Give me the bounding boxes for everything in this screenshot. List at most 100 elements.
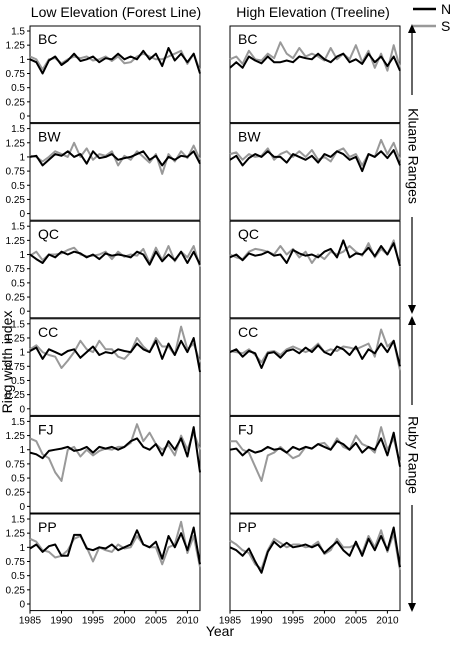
y-tick-label: 0.25 (6, 293, 26, 304)
legend: N S (413, 1, 451, 34)
y-tick-label: 0.75 (6, 557, 26, 568)
x-tick-label: 2000 (113, 616, 136, 627)
series-n-bw-low (29, 150, 201, 167)
panel-frame-qc-high (229, 220, 401, 319)
range-label-kluane: Kluane Ranges (405, 108, 421, 204)
y-axis-label: Ring width index (0, 311, 15, 414)
y-tick-label: 1.5 (11, 124, 25, 135)
legend-label-n: N (441, 1, 451, 17)
series-n-cc-high (229, 339, 401, 369)
series-s-fj-high (230, 426, 401, 482)
y-tick-label: 1 (19, 250, 25, 261)
x-tick-label: 1985 (19, 616, 42, 627)
y-tick-label: 0.5 (11, 474, 25, 485)
series-n-qc-high (229, 239, 401, 267)
y-tick-label: 0.75 (6, 362, 26, 373)
y-tick-label: 0 (19, 600, 25, 611)
panel-pp-high: PP 1985 1990 1995 2000 2005 2010 (219, 513, 401, 627)
panel-label-qc-high: QC (238, 226, 259, 242)
range-label-bg-kluane (403, 95, 421, 217)
panel-frame-fj-low (29, 415, 201, 514)
panels: 0 0.25 0.5 0.75 1 1.25 1.5 BC BC 0 0.25 0.5 0.75 1 1.2… (6, 25, 401, 627)
panel-label-fj-high: FJ (238, 421, 254, 437)
panel-bw-high: BW (229, 123, 401, 221)
panel-qc-high: QC (229, 220, 401, 319)
range-annotation-kluane: Kluane Ranges (403, 24, 421, 314)
y-tick-label: 1.5 (11, 515, 25, 526)
range-label-bg-ruby (403, 405, 421, 505)
y-tick-label: 1.5 (11, 417, 25, 428)
panel-label-pp-low: PP (38, 519, 57, 535)
panel-label-pp-high: PP (238, 519, 257, 535)
panel-frame-qc-low (29, 220, 201, 319)
x-tick-label: 1990 (50, 616, 73, 627)
series-s-fj-low (29, 423, 201, 482)
y-tick-label: 0.75 (6, 69, 26, 80)
series-n-fj-low (29, 426, 201, 473)
y-tick-label: 0.75 (6, 167, 26, 178)
panel-frame-bc-low (29, 25, 201, 124)
series-s-qc-high (229, 239, 401, 268)
series-n-fj-high (229, 431, 401, 467)
y-tick-label: 1.5 (11, 222, 25, 233)
y-tick-label: 0.5 (11, 83, 25, 94)
y-tick-label: 1.25 (6, 236, 26, 247)
panel-bc-high: BC (229, 25, 401, 124)
range-label-ruby: Ruby Range (405, 416, 421, 494)
y-tick-label: 0.75 (6, 459, 26, 470)
panel-frame-fj-high (229, 415, 401, 514)
y-tick-label: 0 (19, 307, 25, 318)
y-tick-label: 1.25 (6, 529, 26, 540)
series-n-bc-high (229, 52, 401, 72)
series-n-bw-high (229, 149, 401, 173)
range-arrowhead-bottom-kluane (408, 305, 416, 314)
panel-label-bw-low: BW (38, 129, 61, 145)
panel-frame-bc-high (229, 25, 401, 124)
range-arrowhead-top-ruby (408, 316, 416, 325)
y-tick-label: 0 (19, 502, 25, 513)
x-tick-label: 2010 (376, 616, 399, 627)
y-tick-label: 1.5 (11, 319, 25, 330)
x-tick-label: 2005 (345, 616, 368, 627)
x-tick-label: 1985 (219, 616, 242, 627)
y-tick-label: 1 (19, 445, 25, 456)
x-tick-label: 1990 (250, 616, 273, 627)
y-tick-label: 1.25 (6, 138, 26, 149)
panel-label-cc-high: CC (238, 324, 258, 340)
x-axis-label: Year (206, 623, 235, 639)
y-tick-label: 0 (19, 404, 25, 415)
x-tick-label: 2010 (176, 616, 199, 627)
y-tick-label: 0.25 (6, 488, 26, 499)
y-tick-label: 1 (19, 152, 25, 163)
panel-fj-low: 0 0.25 0.5 0.75 1 1.25 1.5 FJ (6, 415, 201, 514)
panel-bw-low: 0 0.25 0.5 0.75 1 1.25 1.5 BW (6, 123, 201, 221)
panel-label-qc-low: QC (38, 226, 59, 242)
panel-label-bw-high: BW (238, 129, 261, 145)
y-tick-label: 0 (19, 209, 25, 220)
series-n-bc-low (29, 47, 201, 75)
y-tick-label: 0.5 (11, 181, 25, 192)
y-tick-label: 0.75 (6, 264, 26, 275)
y-tick-label: 1.25 (6, 41, 26, 52)
panel-label-fj-low: FJ (38, 421, 54, 437)
series-n-pp-high (229, 526, 401, 574)
range-arrowhead-bottom-ruby (408, 603, 416, 612)
x-tick-label: 2005 (145, 616, 168, 627)
x-tick-label: 2000 (313, 616, 336, 627)
column-title-high: High Elevation (Treeline) (236, 4, 390, 20)
y-tick-label: 1 (19, 348, 25, 359)
panel-label-bc-low: BC (38, 31, 57, 47)
y-tick-label: 1 (19, 543, 25, 554)
panel-frame-bw-high (229, 123, 401, 221)
y-tick-label: 1.25 (6, 333, 26, 344)
y-tick-label: 0.5 (11, 278, 25, 289)
panel-fj-high: FJ (229, 415, 401, 514)
y-tick-label: 0.5 (11, 571, 25, 582)
y-tick-label: 1 (19, 55, 25, 66)
panel-cc-high: CC (229, 318, 401, 416)
panel-label-cc-low: CC (38, 324, 58, 340)
column-title-low: Low Elevation (Forest Line) (31, 4, 201, 20)
x-tick-label: 1995 (82, 616, 105, 627)
y-tick-label: 0.25 (6, 97, 26, 108)
